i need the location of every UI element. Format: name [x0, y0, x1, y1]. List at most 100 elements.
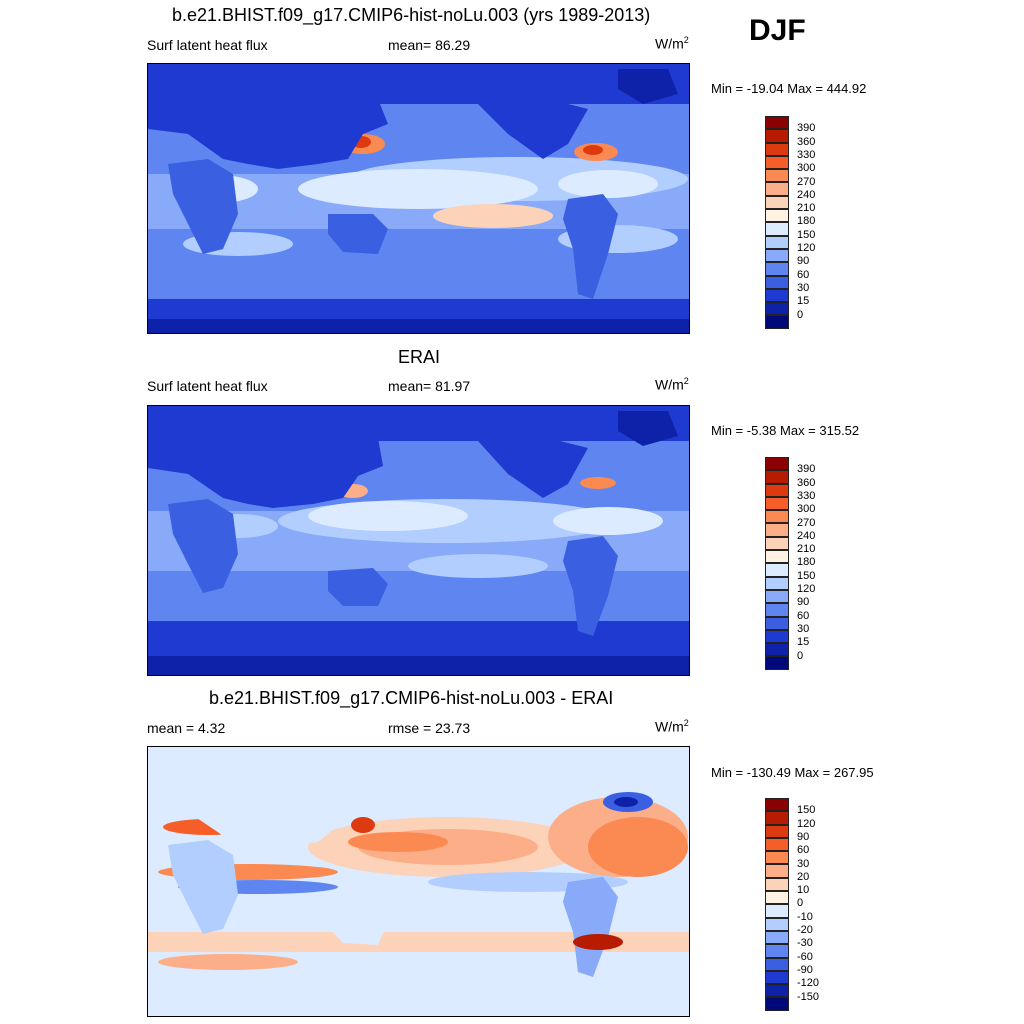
colorbar-tick-label: 30 — [797, 281, 810, 294]
colorbar-swatch — [765, 643, 789, 657]
colorbar-swatch — [765, 904, 789, 918]
panel-obs-mean: mean= 81.97 — [388, 378, 471, 394]
colorbar-tick-label: 270 — [797, 516, 816, 529]
colorbar-tick-label: 330 — [797, 148, 816, 161]
colorbar-tick-label: 180 — [797, 215, 816, 228]
colorbar-tick-label: 360 — [797, 135, 816, 148]
colorbar-tick-label: -120 — [797, 977, 820, 990]
colorbar-tick-label: 150 — [797, 804, 816, 817]
colorbar-tick-label: -20 — [797, 924, 813, 936]
colorbar-swatch — [765, 235, 789, 249]
colorbar-tick-label: 150 — [797, 228, 816, 241]
colorbar-swatch — [765, 550, 789, 564]
colorbar-tick-label: 60 — [797, 268, 810, 281]
colorbar-swatch — [765, 195, 789, 210]
colorbar-swatch — [765, 811, 789, 825]
colorbar-swatch — [765, 523, 789, 537]
colorbar-swatch — [765, 984, 789, 998]
colorbar-tick-label: 30 — [797, 622, 810, 635]
colorbar-swatch — [765, 496, 789, 511]
panel-obs-variable: Surf latent heat flux — [147, 378, 268, 394]
colorbar-tick-label: 120 — [797, 583, 816, 595]
panel-obs-map — [147, 405, 690, 676]
colorbar-swatch — [765, 470, 789, 484]
colorbar-tick-label: 0 — [797, 897, 804, 910]
colorbar-tick-label: 210 — [797, 543, 816, 556]
colorbar-tick-label: -30 — [797, 937, 813, 950]
colorbar-swatch — [765, 129, 789, 143]
colorbar-tick-label: 360 — [797, 476, 816, 489]
colorbar-tick-label: 120 — [797, 242, 816, 254]
colorbar-tick-label: 90 — [797, 830, 810, 843]
panel-diff-units: W/m2 — [655, 718, 689, 735]
colorbar-tick-label: -90 — [797, 963, 813, 976]
panel-model-mean: mean= 86.29 — [388, 37, 471, 53]
colorbar-tick-label: -10 — [797, 910, 813, 923]
panel-model-title: b.e21.BHIST.f09_g17.CMIP6-hist-noLu.003 … — [172, 5, 651, 25]
colorbar-swatch — [765, 656, 789, 670]
colorbar-swatch — [765, 798, 789, 812]
colorbar-tick-label: 150 — [797, 569, 816, 582]
colorbar-swatch — [765, 616, 789, 630]
colorbar-tick-label: 390 — [797, 463, 816, 476]
colorbar-tick-label: -150 — [797, 990, 820, 1003]
colorbar-swatch — [765, 169, 789, 183]
colorbar-tick-label: 300 — [797, 162, 816, 175]
colorbar-swatch — [765, 510, 789, 524]
colorbar-tick-label: 15 — [797, 295, 810, 308]
colorbar-swatch — [765, 155, 789, 170]
colorbar-swatch — [765, 957, 789, 971]
colorbar-swatch — [765, 483, 789, 497]
colorbar-tick-label: 10 — [797, 884, 810, 897]
colorbar-swatch — [765, 589, 789, 604]
colorbar-swatch — [765, 457, 789, 471]
colorbar-swatch — [765, 629, 789, 644]
colorbar-swatch — [765, 970, 789, 985]
colorbar-tick-label: 60 — [797, 609, 810, 622]
colorbar-tick-label: 330 — [797, 489, 816, 502]
colorbar-swatch — [765, 891, 789, 905]
colorbar-swatch — [765, 997, 789, 1011]
colorbar-swatch — [765, 603, 789, 617]
colorbar-tick-label: 30 — [797, 857, 810, 870]
colorbar-swatch — [765, 536, 789, 551]
colorbar-tick-label: 90 — [797, 255, 810, 268]
colorbar-tick-label: 180 — [797, 556, 816, 569]
colorbar-swatch — [765, 248, 789, 263]
colorbar-swatch — [765, 315, 789, 329]
panel-model-colorbar — [765, 116, 789, 329]
panel-obs-units: W/m2 — [655, 376, 689, 393]
colorbar-swatch — [765, 851, 789, 865]
colorbar-swatch — [765, 222, 789, 236]
colorbar-swatch — [765, 877, 789, 892]
panel-diff-colorbar — [765, 798, 789, 1011]
colorbar-swatch — [765, 837, 789, 852]
colorbar-swatch — [765, 142, 789, 156]
colorbar-swatch — [765, 182, 789, 196]
colorbar-tick-label: 15 — [797, 636, 810, 649]
colorbar-tick-label: 60 — [797, 844, 810, 857]
colorbar-swatch — [765, 824, 789, 838]
colorbar-swatch — [765, 864, 789, 878]
colorbar-tick-label: 20 — [797, 870, 810, 883]
panel-diff-rmse: rmse = 23.73 — [388, 720, 471, 736]
colorbar-tick-label: 240 — [797, 188, 816, 201]
colorbar-swatch — [765, 209, 789, 223]
colorbar-swatch — [765, 116, 789, 130]
colorbar-swatch — [765, 563, 789, 577]
colorbar-swatch — [765, 275, 789, 289]
colorbar-swatch — [765, 262, 789, 276]
colorbar-swatch — [765, 576, 789, 590]
colorbar-tick-label: -60 — [797, 950, 813, 963]
colorbar-tick-label: 270 — [797, 175, 816, 188]
colorbar-tick-label: 0 — [797, 308, 804, 321]
panel-diff-minmax: Min = -130.49 Max = 267.95 — [711, 765, 874, 780]
panel-diff-title: b.e21.BHIST.f09_g17.CMIP6-hist-noLu.003 … — [209, 688, 614, 708]
panel-diff-map — [147, 746, 690, 1017]
colorbar-tick-label: 240 — [797, 529, 816, 542]
panel-model-variable: Surf latent heat flux — [147, 37, 268, 53]
colorbar-tick-label: 210 — [797, 202, 816, 215]
panel-model-map — [147, 63, 690, 334]
panel-obs-title: ERAI — [398, 347, 441, 367]
colorbar-swatch — [765, 302, 789, 316]
